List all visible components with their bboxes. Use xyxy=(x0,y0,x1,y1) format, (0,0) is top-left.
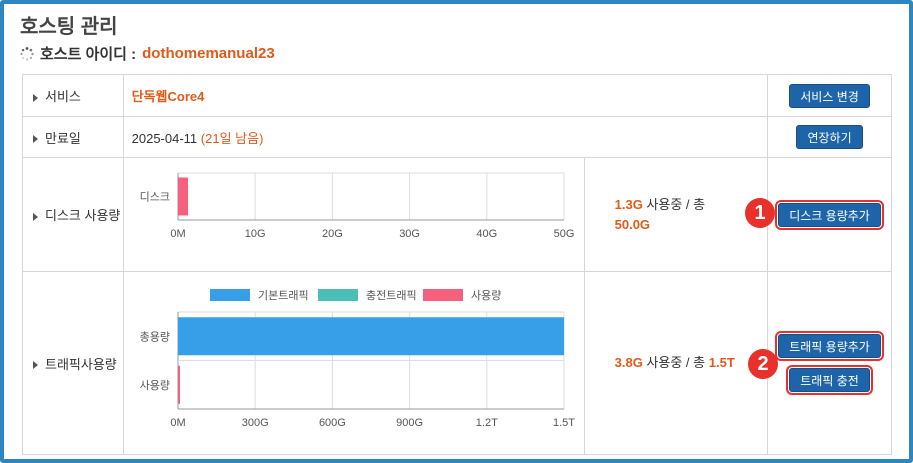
step-badge-1: 1 xyxy=(745,198,775,228)
legend-swatch xyxy=(317,289,358,301)
expiry-value-cell: 2025-04-11 (21일 남음) xyxy=(122,116,769,158)
traffic-usage-cell: 3.8G 사용중 / 총 1.5T xyxy=(583,271,769,455)
triangle-right-icon xyxy=(33,93,38,102)
add-traffic-button[interactable]: 트래픽 용량추가 xyxy=(775,331,884,361)
disk-usage-cell: 1.3G 사용중 / 총 50.0G xyxy=(583,157,769,272)
traffic-usage-text: 3.8G 사용중 / 총 1.5T xyxy=(585,353,767,373)
x-tick-label: 40G xyxy=(476,228,497,240)
x-tick-label: 10G xyxy=(244,228,265,240)
x-tick-label: 1.5T xyxy=(553,417,575,429)
x-tick-label: 1.2T xyxy=(475,417,497,429)
service-row: 서비스 단독웹Core4 서비스 변경 xyxy=(22,74,892,117)
legend-label: 사용량 xyxy=(471,289,501,302)
traffic-button-cell: 트래픽 용량추가 트래픽 충전 xyxy=(767,271,892,455)
add-disk-button[interactable]: 디스크 용량추가 xyxy=(775,199,884,230)
x-tick-label: 20G xyxy=(322,228,343,240)
disk-button-cell: 디스크 용량추가 xyxy=(767,157,892,272)
x-tick-label: 30G xyxy=(399,228,420,240)
y-category-label: 사용량 xyxy=(139,379,169,392)
expiry-label-cell: 만료일 xyxy=(22,116,124,158)
traffic-used: 3.8G xyxy=(614,355,643,370)
x-tick-label: 0M xyxy=(170,228,185,240)
triangle-right-icon xyxy=(33,212,38,221)
host-id-label: 호스트 아이디 : xyxy=(40,46,137,63)
y-category-label: 총용량 xyxy=(139,330,169,343)
disk-used: 1.3G xyxy=(614,196,643,212)
hosting-table: 서비스 단독웹Core4 서비스 변경 만료일 2025-04-11 (21일 … xyxy=(22,74,892,455)
service-label: 서비스 xyxy=(45,89,81,104)
expiry-row: 만료일 2025-04-11 (21일 남음) 연장하기 xyxy=(22,116,892,158)
x-tick-label: 50G xyxy=(553,228,574,240)
traffic-used-text: 사용중 / 총 xyxy=(646,355,706,370)
expiry-label: 만료일 xyxy=(45,130,81,146)
service-value-cell: 단독웹Core4 xyxy=(122,74,769,117)
host-id-line: 호스트 아이디 : dothomemanual23 xyxy=(20,43,275,64)
bar xyxy=(177,365,180,404)
disk-usage-text: 1.3G 사용중 / 총 50.0G xyxy=(585,195,767,235)
page-title: 호스팅 관리 xyxy=(20,16,118,38)
triangle-right-icon xyxy=(33,135,38,144)
service-value: 단독웹Core4 xyxy=(131,89,205,104)
legend-swatch xyxy=(209,289,250,301)
bar xyxy=(177,317,564,356)
disk-used-text: 사용중 / 총 xyxy=(646,196,706,212)
legend-swatch xyxy=(422,289,463,301)
expiry-remaining: (21일 남음) xyxy=(200,130,264,146)
charge-traffic-button[interactable]: 트래픽 충전 xyxy=(786,365,873,395)
x-tick-label: 600G xyxy=(319,417,346,429)
expiry-button-cell: 연장하기 xyxy=(767,116,892,158)
disk-chart: 0M 10G 20G 30G 40G 50G 디스크 xyxy=(139,172,574,240)
expiry-date: 2025-04-11 xyxy=(131,130,198,146)
disk-total: 50.0G xyxy=(614,216,651,232)
legend-label: 충전트래픽 xyxy=(366,289,417,302)
triangle-right-icon xyxy=(33,361,38,370)
traffic-label-cell: 트래픽사용량 xyxy=(22,271,124,455)
disk-row: 디스크 사용량 0M 10G 20G 30G 40G 50G 디스크 1.3G 사용중 / … xyxy=(22,157,892,272)
host-id-value: dothomemanual23 xyxy=(142,45,275,62)
service-button-cell: 서비스 변경 xyxy=(767,74,892,117)
disk-chart-cell: 0M 10G 20G 30G 40G 50G 디스크 xyxy=(122,157,585,272)
step-badge-2: 2 xyxy=(748,349,778,379)
loading-spinner-icon xyxy=(20,46,34,60)
disk-label-cell: 디스크 사용량 xyxy=(22,157,124,272)
x-tick-label: 900G xyxy=(396,417,423,429)
service-label-cell: 서비스 xyxy=(22,74,124,117)
y-category-label: 디스크 xyxy=(139,191,169,204)
x-tick-label: 300G xyxy=(241,417,268,429)
x-tick-label: 0M xyxy=(170,417,185,429)
legend-label: 기본트래픽 xyxy=(258,289,309,302)
bar xyxy=(177,177,188,216)
disk-label: 디스크 사용량 xyxy=(45,208,121,223)
traffic-label: 트래픽사용량 xyxy=(45,356,117,372)
traffic-chart-cell: 기본트래픽 충전트래픽 사용량 0M 300G 600G 900G 1.2T 1.5T 총용량 사용… xyxy=(122,271,585,455)
traffic-row: 트래픽사용량 기본트래픽 충전트래픽 사용량 0M 300G 600G 900G 1.2T 1.… xyxy=(22,271,892,455)
change-service-button[interactable]: 서비스 변경 xyxy=(789,83,870,108)
traffic-total: 1.5T xyxy=(708,355,735,370)
extend-button[interactable]: 연장하기 xyxy=(796,125,863,149)
